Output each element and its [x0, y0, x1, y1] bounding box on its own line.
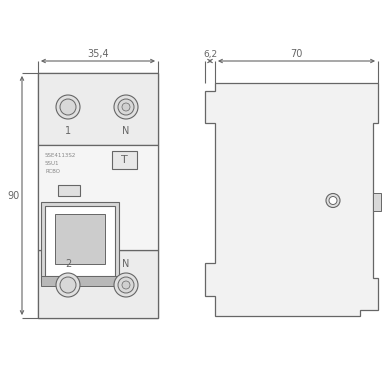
Text: 2: 2 [65, 259, 71, 269]
Polygon shape [205, 83, 378, 316]
Circle shape [56, 95, 80, 119]
Text: 90: 90 [7, 191, 19, 201]
Text: 1: 1 [65, 126, 71, 136]
Bar [38, 250, 158, 318]
Text: 5SE4113S2: 5SE4113S2 [45, 152, 76, 157]
Circle shape [114, 95, 138, 119]
Text: 70: 70 [290, 49, 303, 59]
Circle shape [56, 273, 80, 297]
Bar [112, 151, 137, 169]
Circle shape [329, 196, 337, 204]
Bar [38, 73, 158, 145]
Circle shape [60, 277, 76, 293]
Text: 35,4: 35,4 [87, 49, 109, 59]
Circle shape [122, 103, 130, 111]
Text: N: N [122, 259, 130, 269]
Text: 5SU1: 5SU1 [45, 161, 60, 166]
Bar [41, 276, 119, 286]
Text: T: T [121, 155, 128, 165]
Bar [41, 202, 119, 282]
Text: 6,2: 6,2 [203, 50, 217, 59]
Bar [38, 73, 158, 318]
Circle shape [114, 273, 138, 297]
Text: N: N [122, 126, 130, 136]
Bar [55, 214, 105, 264]
Bar [373, 192, 381, 211]
Text: RCBO: RCBO [45, 169, 60, 174]
Bar [45, 206, 115, 276]
Circle shape [60, 99, 76, 115]
Bar [58, 185, 80, 196]
Bar [38, 145, 158, 250]
Circle shape [118, 99, 134, 115]
Circle shape [326, 194, 340, 208]
Circle shape [122, 281, 130, 289]
Circle shape [118, 277, 134, 293]
